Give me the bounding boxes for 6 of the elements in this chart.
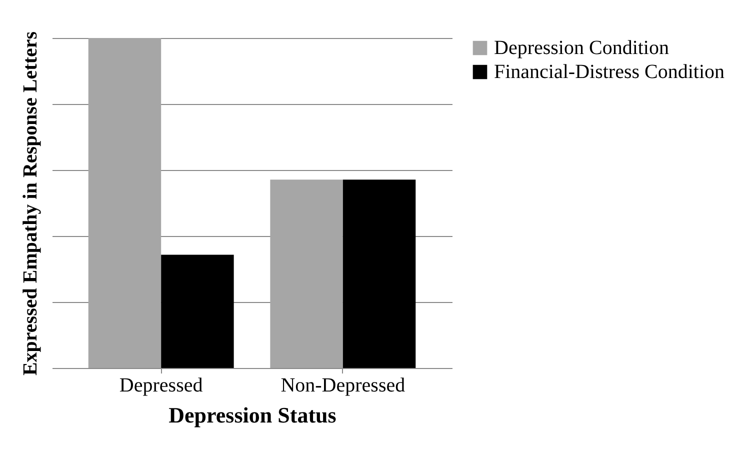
legend-label: Financial-Distress Condition: [494, 61, 725, 83]
x-tick-label: Depressed: [119, 374, 203, 396]
y-axis-title: Expressed Empathy in Response Letters: [20, 31, 42, 376]
x-tick-label: Non-Depressed: [280, 374, 406, 396]
x-axis-title: Depression Status: [168, 402, 337, 428]
legend-label: Depression Condition: [494, 37, 669, 59]
